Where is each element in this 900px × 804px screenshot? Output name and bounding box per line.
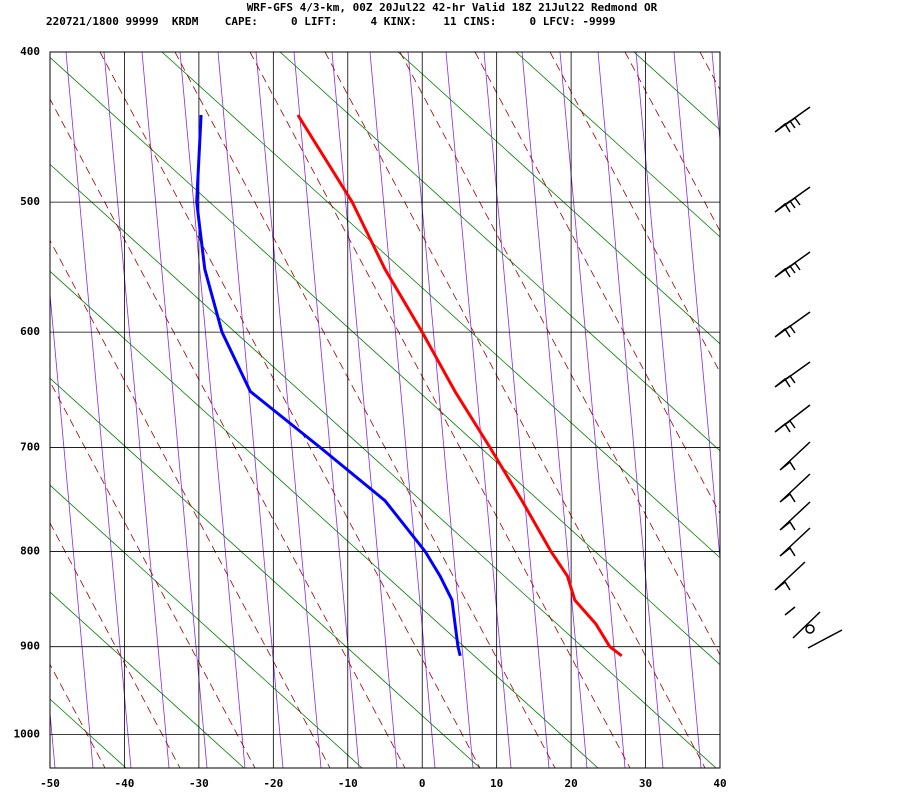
dry-adiabat: [870, 52, 900, 768]
mixing-line: [673, 52, 720, 564]
mixing-line: [369, 52, 436, 768]
y-tick-label: 1000: [14, 728, 41, 741]
moist-adiabat: [99, 52, 481, 768]
y-tick-label: 400: [20, 45, 40, 58]
mixing-line: [597, 52, 664, 768]
mixing-line: [255, 52, 322, 768]
moist-adiabat: [775, 52, 900, 768]
dry-adiabat: [279, 52, 720, 452]
dry-adiabat: [633, 52, 720, 131]
dry-adiabat: [50, 377, 481, 768]
x-tick-label: 10: [490, 777, 503, 790]
x-tick-label: -30: [189, 777, 209, 790]
mixing-line: [65, 52, 132, 768]
moist-adiabat: [624, 52, 720, 232]
mixing-line: [141, 52, 208, 768]
mixing-line: [750, 52, 815, 768]
mixing-line: [407, 52, 474, 768]
dry-adiabat: [50, 270, 599, 768]
dry-adiabat: [161, 52, 720, 559]
dry-adiabat: [50, 163, 717, 768]
mixing-line: [483, 52, 550, 768]
sounding-line: [195, 114, 462, 657]
moist-adiabat: [549, 52, 720, 374]
moist-adiabat: [699, 52, 720, 91]
mixing-line: [217, 52, 284, 768]
x-tick-label: 20: [564, 777, 577, 790]
dry-adiabat: [50, 484, 363, 768]
dry-adiabat: [397, 52, 720, 345]
y-tick-label: 800: [20, 545, 40, 558]
mixing-line: [826, 52, 891, 768]
mixing-line: [103, 52, 170, 768]
moist-adiabat: [50, 239, 331, 768]
moist-adiabat: [249, 52, 631, 768]
dry-adiabat: [50, 591, 245, 768]
moist-adiabat: [50, 663, 106, 768]
mixing-line: [50, 289, 94, 768]
x-tick-label: 30: [639, 777, 652, 790]
chart-title: WRF-GFS 4/3-km, 00Z 20Jul22 42-hr Valid …: [247, 1, 658, 14]
chart-subtitle: 220721/1800 99999 KRDM CAPE: 0 LIFT: 4 K…: [46, 15, 616, 28]
moist-adiabat: [50, 380, 256, 768]
x-tick-label: -40: [115, 777, 135, 790]
mixing-line: [559, 52, 626, 768]
mixing-line: [179, 52, 246, 768]
mixing-line: [864, 52, 900, 768]
mixing-line: [635, 52, 702, 768]
moist-adiabat: [399, 52, 720, 656]
moist-adiabat: [174, 52, 556, 768]
dry-adiabat: [752, 52, 900, 768]
dry-adiabat: [50, 56, 720, 666]
x-tick-label: -20: [263, 777, 283, 790]
wind-barbs: [774, 106, 843, 649]
y-tick-label: 900: [20, 640, 40, 653]
mixing-line: [0, 52, 17, 768]
sounding-line: [296, 114, 623, 657]
y-tick-label: 500: [20, 195, 40, 208]
x-tick-label: 0: [419, 777, 426, 790]
x-tick-label: 40: [713, 777, 726, 790]
mixing-line: [788, 52, 853, 768]
mixing-line: [521, 52, 588, 768]
background-lines: [0, 52, 900, 768]
plot-frame: [49, 51, 721, 769]
moist-adiabat: [474, 52, 720, 515]
y-tick-label: 600: [20, 325, 40, 338]
mixing-line: [711, 52, 720, 145]
moist-adiabat: [50, 522, 181, 768]
dry-adiabat: [0, 52, 8, 768]
mixing-line: [331, 52, 398, 768]
x-tick-label: -10: [338, 777, 358, 790]
moist-adiabat: [324, 52, 706, 768]
moist-adiabat: [50, 98, 406, 768]
moist-adiabat: [0, 52, 30, 768]
dry-adiabat: [50, 698, 127, 768]
moist-adiabat: [850, 52, 900, 768]
x-tick-label: -50: [40, 777, 60, 790]
y-tick-label: 700: [20, 440, 40, 453]
dry-adiabat: [515, 52, 720, 238]
mixing-line: [50, 708, 56, 768]
mixing-line: [445, 52, 512, 768]
